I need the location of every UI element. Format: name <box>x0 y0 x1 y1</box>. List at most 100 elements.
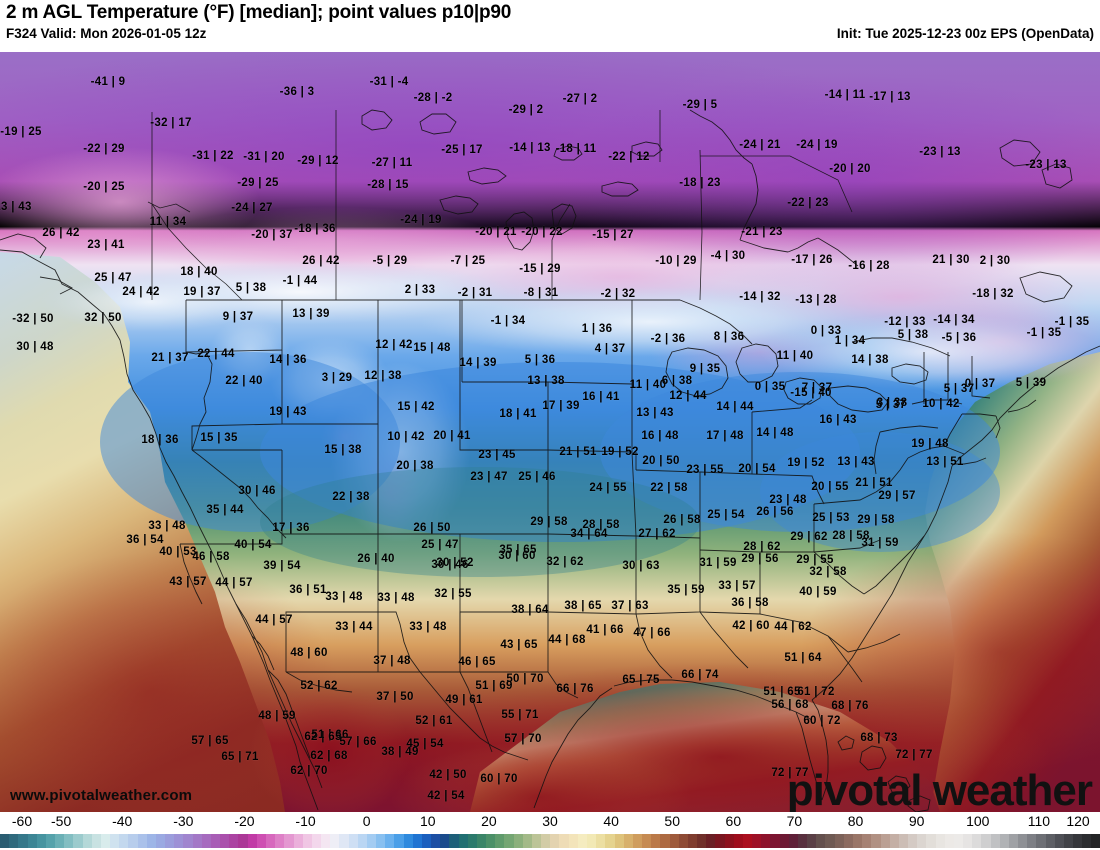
colorbar-segment <box>531 834 542 848</box>
colorbar-segment <box>660 834 670 848</box>
point-value-label: 48 | 60 <box>290 647 328 659</box>
colorbar-tick-label: 70 <box>786 813 803 829</box>
point-value-label: -23 | 13 <box>919 146 961 158</box>
point-value-label: 3 | 29 <box>321 372 353 384</box>
colorbar-segment <box>880 834 890 848</box>
point-value-label: 26 | 42 <box>42 227 80 239</box>
point-value-label: 13 | 51 <box>926 456 964 468</box>
colorbar-segment <box>797 834 808 848</box>
colorbar-segment <box>807 834 817 848</box>
geography-borders-layer <box>0 109 1100 812</box>
colorbar[interactable]: -60 -50 -40 -30 -20 -10 0 10 20 30 40 50 60 70 80 90 100… <box>0 812 1100 850</box>
point-value-label: -24 | 27 <box>231 202 273 214</box>
colorbar-segment <box>605 834 615 848</box>
colorbar-segment <box>1073 834 1083 848</box>
colorbar-segment <box>201 834 211 848</box>
colorbar-segment <box>412 834 422 848</box>
point-value-label: 52 | 61 <box>415 715 453 727</box>
colorbar-segment <box>302 834 312 848</box>
point-value-label: -24 | 19 <box>796 139 838 151</box>
point-value-label: 57 | 65 <box>191 735 229 747</box>
colorbar-segment <box>990 834 1000 848</box>
colorbar-segment <box>339 834 349 848</box>
colorbar-segment <box>669 834 679 848</box>
point-value-label: 37 | 50 <box>376 691 414 703</box>
point-value-label: 15 | 35 <box>200 432 238 444</box>
colorbar-segment <box>587 834 597 848</box>
colorbar-segment <box>146 834 156 848</box>
colorbar-segment <box>467 834 477 848</box>
point-value-label: 25 | 54 <box>707 509 745 521</box>
point-value-label: 72 | 77 <box>895 749 933 761</box>
point-value-label: 19 | 52 <box>601 446 639 458</box>
point-value-label: 21 | 30 <box>932 254 970 266</box>
colorbar-segment <box>898 834 909 848</box>
point-value-label: 49 | 61 <box>445 694 483 706</box>
point-value-label: 18 | 41 <box>499 408 537 420</box>
point-value-label: 5 | 38 <box>235 282 267 294</box>
point-value-label: -32 | 17 <box>150 117 192 129</box>
colorbar-tick-label: 40 <box>603 813 619 829</box>
point-value-label: 50 | 70 <box>506 673 544 685</box>
colorbar-segment <box>174 834 184 848</box>
colorbar-segment <box>697 834 707 848</box>
point-value-label: -23 | 13 <box>1025 159 1067 171</box>
colorbar-tick-label: 90 <box>908 813 925 829</box>
point-value-label: 21 | 37 <box>151 352 189 364</box>
point-value-label: -15 | 27 <box>592 229 634 241</box>
colorbar-tick-label: 10 <box>419 813 436 829</box>
point-value-label: 46 | 58 <box>192 551 230 563</box>
point-value-label: -2 | 32 <box>600 288 636 300</box>
point-value-label: 1 | 36 <box>581 323 613 335</box>
map-canvas <box>0 52 1100 812</box>
point-value-label: -4 | 30 <box>710 250 746 262</box>
point-value-label: 13 | 38 <box>527 375 565 387</box>
colorbar-segment <box>825 834 835 848</box>
point-value-label: -31 | -4 <box>369 76 409 88</box>
point-value-label: 13 | 43 <box>636 407 674 419</box>
point-value-label: 21 | 51 <box>855 477 893 489</box>
point-value-label: 40 | 54 <box>234 539 272 551</box>
point-value-label: -12 | 33 <box>884 316 926 328</box>
point-value-label: 48 | 59 <box>258 710 296 722</box>
point-value-label: 72 | 77 <box>771 767 809 779</box>
colorbar-segment <box>155 834 166 848</box>
colorbar-segment <box>559 834 569 848</box>
colorbar-segment <box>394 834 404 848</box>
colorbar-segment <box>55 834 65 848</box>
point-value-label: 5 | 37 <box>943 383 975 395</box>
colorbar-tick-label: -60 <box>11 813 33 829</box>
colorbar-segment <box>476 834 487 848</box>
colorbar-segment <box>192 834 202 848</box>
point-value-label: 16 | 41 <box>582 391 620 403</box>
point-value-label: -14 | 32 <box>739 291 781 303</box>
colorbar-segment <box>119 834 129 848</box>
point-value-label: -24 | 21 <box>739 139 781 151</box>
point-value-label: 24 | 42 <box>122 286 160 298</box>
colorbar-segment <box>91 834 101 848</box>
point-value-label: 23 | 55 <box>686 464 724 476</box>
point-value-label: -29 | 25 <box>237 177 279 189</box>
point-value-label: -17 | 26 <box>791 254 833 266</box>
colorbar-segment <box>788 834 798 848</box>
colorbar-segment <box>724 834 734 848</box>
point-value-label: 33 | 48 <box>325 591 363 603</box>
point-value-label: 51 | 66 <box>311 729 349 741</box>
point-value-label: 5 | 39 <box>1015 377 1047 389</box>
colorbar-segment <box>871 834 881 848</box>
point-value-label: 29 | 58 <box>530 516 568 528</box>
point-value-label: 37 | 48 <box>373 655 411 667</box>
point-value-label: 44 | 57 <box>255 614 293 626</box>
colorbar-segment <box>128 834 138 848</box>
point-value-label: -18 | 23 <box>679 177 721 189</box>
temperature-map[interactable]: -41 | 9 -36 | 3 -31 | -4 -28 | -2 -29 | 2 -27… <box>0 52 1100 812</box>
point-value-label: 14 | 38 <box>851 354 889 366</box>
point-value-label: 30 | 63 <box>622 560 660 572</box>
colorbar-segment <box>330 834 340 848</box>
point-value-label: 61 | 72 <box>797 686 835 698</box>
colorbar-segment <box>687 834 698 848</box>
colorbar-segment <box>816 834 826 848</box>
point-value-label: 26 | 50 <box>413 522 451 534</box>
colorbar-tick-label: 50 <box>664 813 681 829</box>
colorbar-segment <box>449 834 459 848</box>
